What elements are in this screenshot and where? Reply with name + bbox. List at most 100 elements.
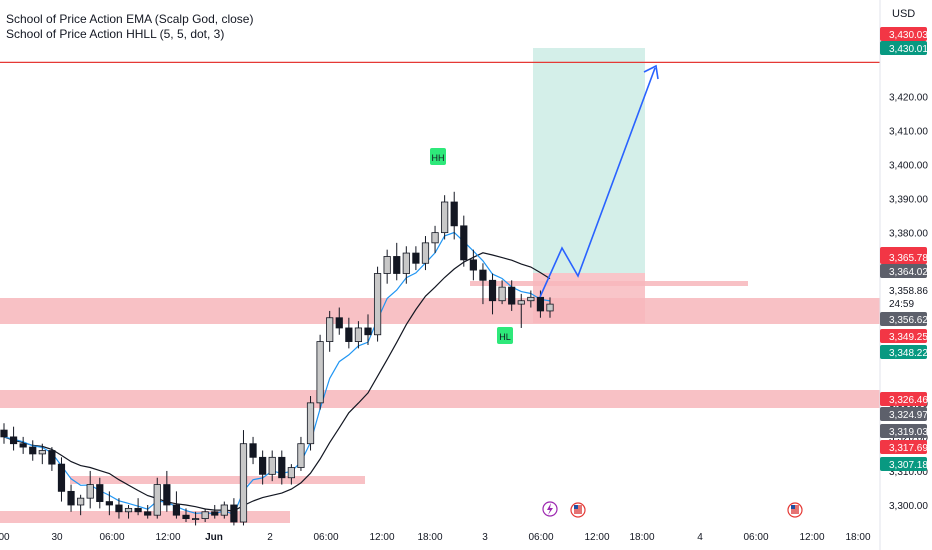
candle-17 xyxy=(163,470,171,512)
candle-body xyxy=(479,269,487,281)
price-tick: 3,410.00 xyxy=(889,127,928,138)
candle-body xyxy=(259,456,267,475)
price-label: 3,349.25 xyxy=(880,329,928,343)
candle-35 xyxy=(335,307,343,335)
time-tick: 18:00 xyxy=(845,532,870,543)
flag-stripes xyxy=(574,505,582,514)
candle-body xyxy=(48,450,56,465)
candle-34 xyxy=(326,310,334,352)
price-label-bg xyxy=(880,407,927,421)
candle-24 xyxy=(230,498,238,526)
candle-26 xyxy=(249,436,257,465)
price-label: 3,430.03 xyxy=(880,27,928,41)
price-tick: 3,390.00 xyxy=(889,195,928,206)
candle-43 xyxy=(412,246,420,271)
price-label-text: 3,324.97 xyxy=(889,410,928,421)
candle-body xyxy=(278,456,286,479)
candle-12 xyxy=(115,498,123,519)
time-tick: Jun xyxy=(205,532,223,543)
candle-body xyxy=(96,484,104,502)
price-label: 3,358.86 xyxy=(889,286,928,297)
candle-body xyxy=(441,201,449,234)
price-label-text: 3,349.25 xyxy=(889,332,928,343)
price-label: 3,356.62 xyxy=(880,312,928,326)
candle-body xyxy=(412,252,420,264)
candle-body xyxy=(77,497,85,506)
indicator-ema-legend[interactable]: School of Price Action EMA (Scalp God, c… xyxy=(6,12,254,26)
candle-44 xyxy=(421,236,430,271)
candlestick-series xyxy=(0,191,554,526)
price-tick: 3,320.00 xyxy=(889,433,928,444)
candle-body xyxy=(9,436,18,445)
candle-13 xyxy=(124,504,133,519)
time-tick: 06:00 xyxy=(99,532,124,543)
candle-39 xyxy=(373,266,382,342)
price-label-text: 3,319.03 xyxy=(889,427,928,438)
candle-body xyxy=(144,511,152,516)
candle-40 xyxy=(383,249,391,284)
candle-54 xyxy=(517,293,525,328)
time-axis[interactable]: 00 30 06:00 12:00 Jun 2 06:00 12:00 18:00 3 06:00 1… xyxy=(0,532,871,543)
long-position-target-zone[interactable] xyxy=(533,48,645,323)
price-label: 3,364.02 xyxy=(880,264,928,278)
candle-body xyxy=(431,232,439,244)
candle-21 xyxy=(201,508,209,522)
price-label: 3,319.03 xyxy=(880,424,928,438)
time-tick: 06:00 xyxy=(743,532,768,543)
candle-8 xyxy=(77,494,85,516)
candle-31 xyxy=(297,436,305,471)
zone-1 xyxy=(0,390,880,408)
price-label-bg xyxy=(880,312,927,326)
candle-27 xyxy=(259,450,267,485)
flag-canton xyxy=(791,505,795,509)
target-profit-area xyxy=(533,48,645,273)
candle-body xyxy=(469,259,477,271)
us-flag-icon-0 xyxy=(570,502,586,518)
candle-18 xyxy=(172,491,181,519)
stop-loss-area xyxy=(533,273,645,323)
price-tick: 3,400.00 xyxy=(889,161,928,172)
candle-body xyxy=(450,201,458,227)
price-label: 3,324.97 xyxy=(880,407,928,421)
price-label: 3,307.18 xyxy=(880,457,928,471)
candle-body xyxy=(536,296,545,312)
time-tick: 06:00 xyxy=(313,532,338,543)
candle-5 xyxy=(48,447,56,471)
price-label-text: 3,430.03 xyxy=(889,30,928,41)
moving-averages xyxy=(3,231,551,516)
time-tick: 2 xyxy=(267,532,273,543)
price-label-text: 3,317.69 xyxy=(889,443,928,454)
candle-9 xyxy=(86,470,94,509)
candle-body xyxy=(460,225,468,261)
candle-20 xyxy=(191,511,200,526)
price-label-text: 3,348.22 xyxy=(889,348,928,359)
candle-body xyxy=(19,443,27,448)
projection-path xyxy=(539,67,656,298)
candle-body xyxy=(306,402,315,445)
time-tick: 12:00 xyxy=(155,532,180,543)
candle-52 xyxy=(498,280,506,305)
price-label-text: 3,364.02 xyxy=(889,267,928,278)
price-label: 24:59 xyxy=(889,299,914,310)
time-tick: 30 xyxy=(51,532,63,543)
lightning-glyph xyxy=(547,503,553,515)
candle-19 xyxy=(182,508,190,522)
price-label-bg xyxy=(880,424,927,438)
indicator-hhll-legend[interactable]: School of Price Action HHLL (5, 5, dot, … xyxy=(6,27,225,41)
candle-body xyxy=(220,504,228,516)
price-label-bg xyxy=(880,41,927,55)
projection-arrow[interactable] xyxy=(539,64,659,298)
candle-25 xyxy=(239,430,248,526)
time-tick: 12:00 xyxy=(584,532,609,543)
candle-body xyxy=(335,317,343,329)
time-tick: 18:00 xyxy=(417,532,442,543)
price-axis[interactable]: 3,300.003,310.003,320.003,330.003,380.00… xyxy=(879,0,928,550)
price-tick: 3,300.00 xyxy=(889,501,928,512)
currency-label[interactable]: USD xyxy=(892,8,916,20)
candle-30 xyxy=(287,464,295,485)
candle-3 xyxy=(29,440,37,461)
zone-0 xyxy=(0,298,880,324)
price-label: 3,430.01 xyxy=(880,41,928,55)
event-markers[interactable] xyxy=(542,501,803,518)
